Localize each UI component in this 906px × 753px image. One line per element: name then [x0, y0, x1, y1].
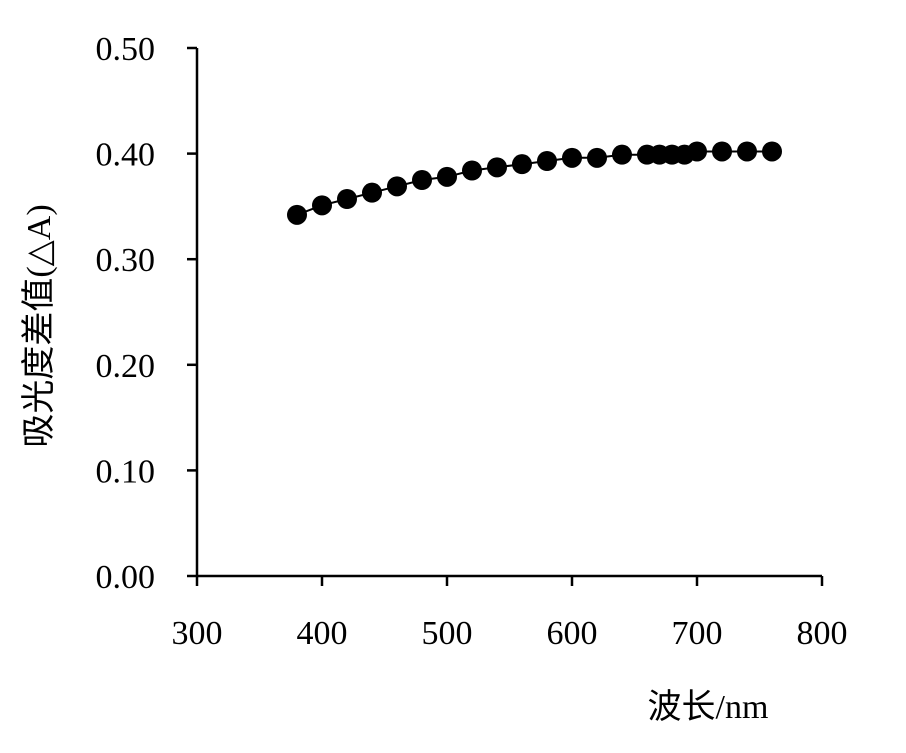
series-line: [296, 150, 772, 216]
axes: [195, 48, 822, 578]
data-point: [362, 182, 382, 203]
data-point: [587, 147, 607, 168]
data-point: [387, 176, 407, 197]
data-point: [412, 170, 432, 190]
data-point: [737, 141, 757, 162]
x-tick-label: 300: [172, 615, 223, 652]
x-tick-label: 600: [547, 615, 598, 652]
y-tick-label: 0.30: [96, 242, 156, 279]
data-point: [462, 160, 482, 181]
y-axis-title: 吸光度差值(△A): [20, 204, 58, 447]
series-points: [287, 141, 782, 225]
data-point: [712, 141, 732, 162]
data-point: [487, 157, 507, 178]
data-series: [287, 141, 782, 225]
x-tick-label: 500: [422, 615, 473, 652]
data-point: [337, 189, 357, 210]
y-axis-ticks: 0.00 0.10 0.20 0.30 0.40 0.50: [96, 31, 197, 596]
data-point: [312, 195, 332, 216]
data-point: [512, 154, 532, 175]
data-point: [612, 144, 632, 165]
x-axis-title: 波长/nm: [648, 688, 769, 726]
y-tick-label: 0.40: [96, 137, 156, 174]
data-point: [287, 204, 307, 225]
x-tick-label: 400: [297, 615, 348, 652]
data-point: [762, 141, 782, 162]
data-point: [437, 166, 457, 187]
data-point: [687, 141, 707, 162]
x-tick-label: 700: [672, 615, 723, 652]
data-point: [537, 150, 557, 171]
data-point: [562, 147, 582, 168]
y-tick-label: 0.20: [96, 348, 156, 385]
y-tick-label: 0.00: [96, 559, 156, 596]
x-tick-label: 800: [797, 615, 848, 652]
y-tick-label: 0.10: [96, 453, 156, 490]
y-tick-label: 0.50: [96, 31, 156, 68]
x-axis-ticks: 300 400 500 600 700 800: [172, 576, 848, 652]
